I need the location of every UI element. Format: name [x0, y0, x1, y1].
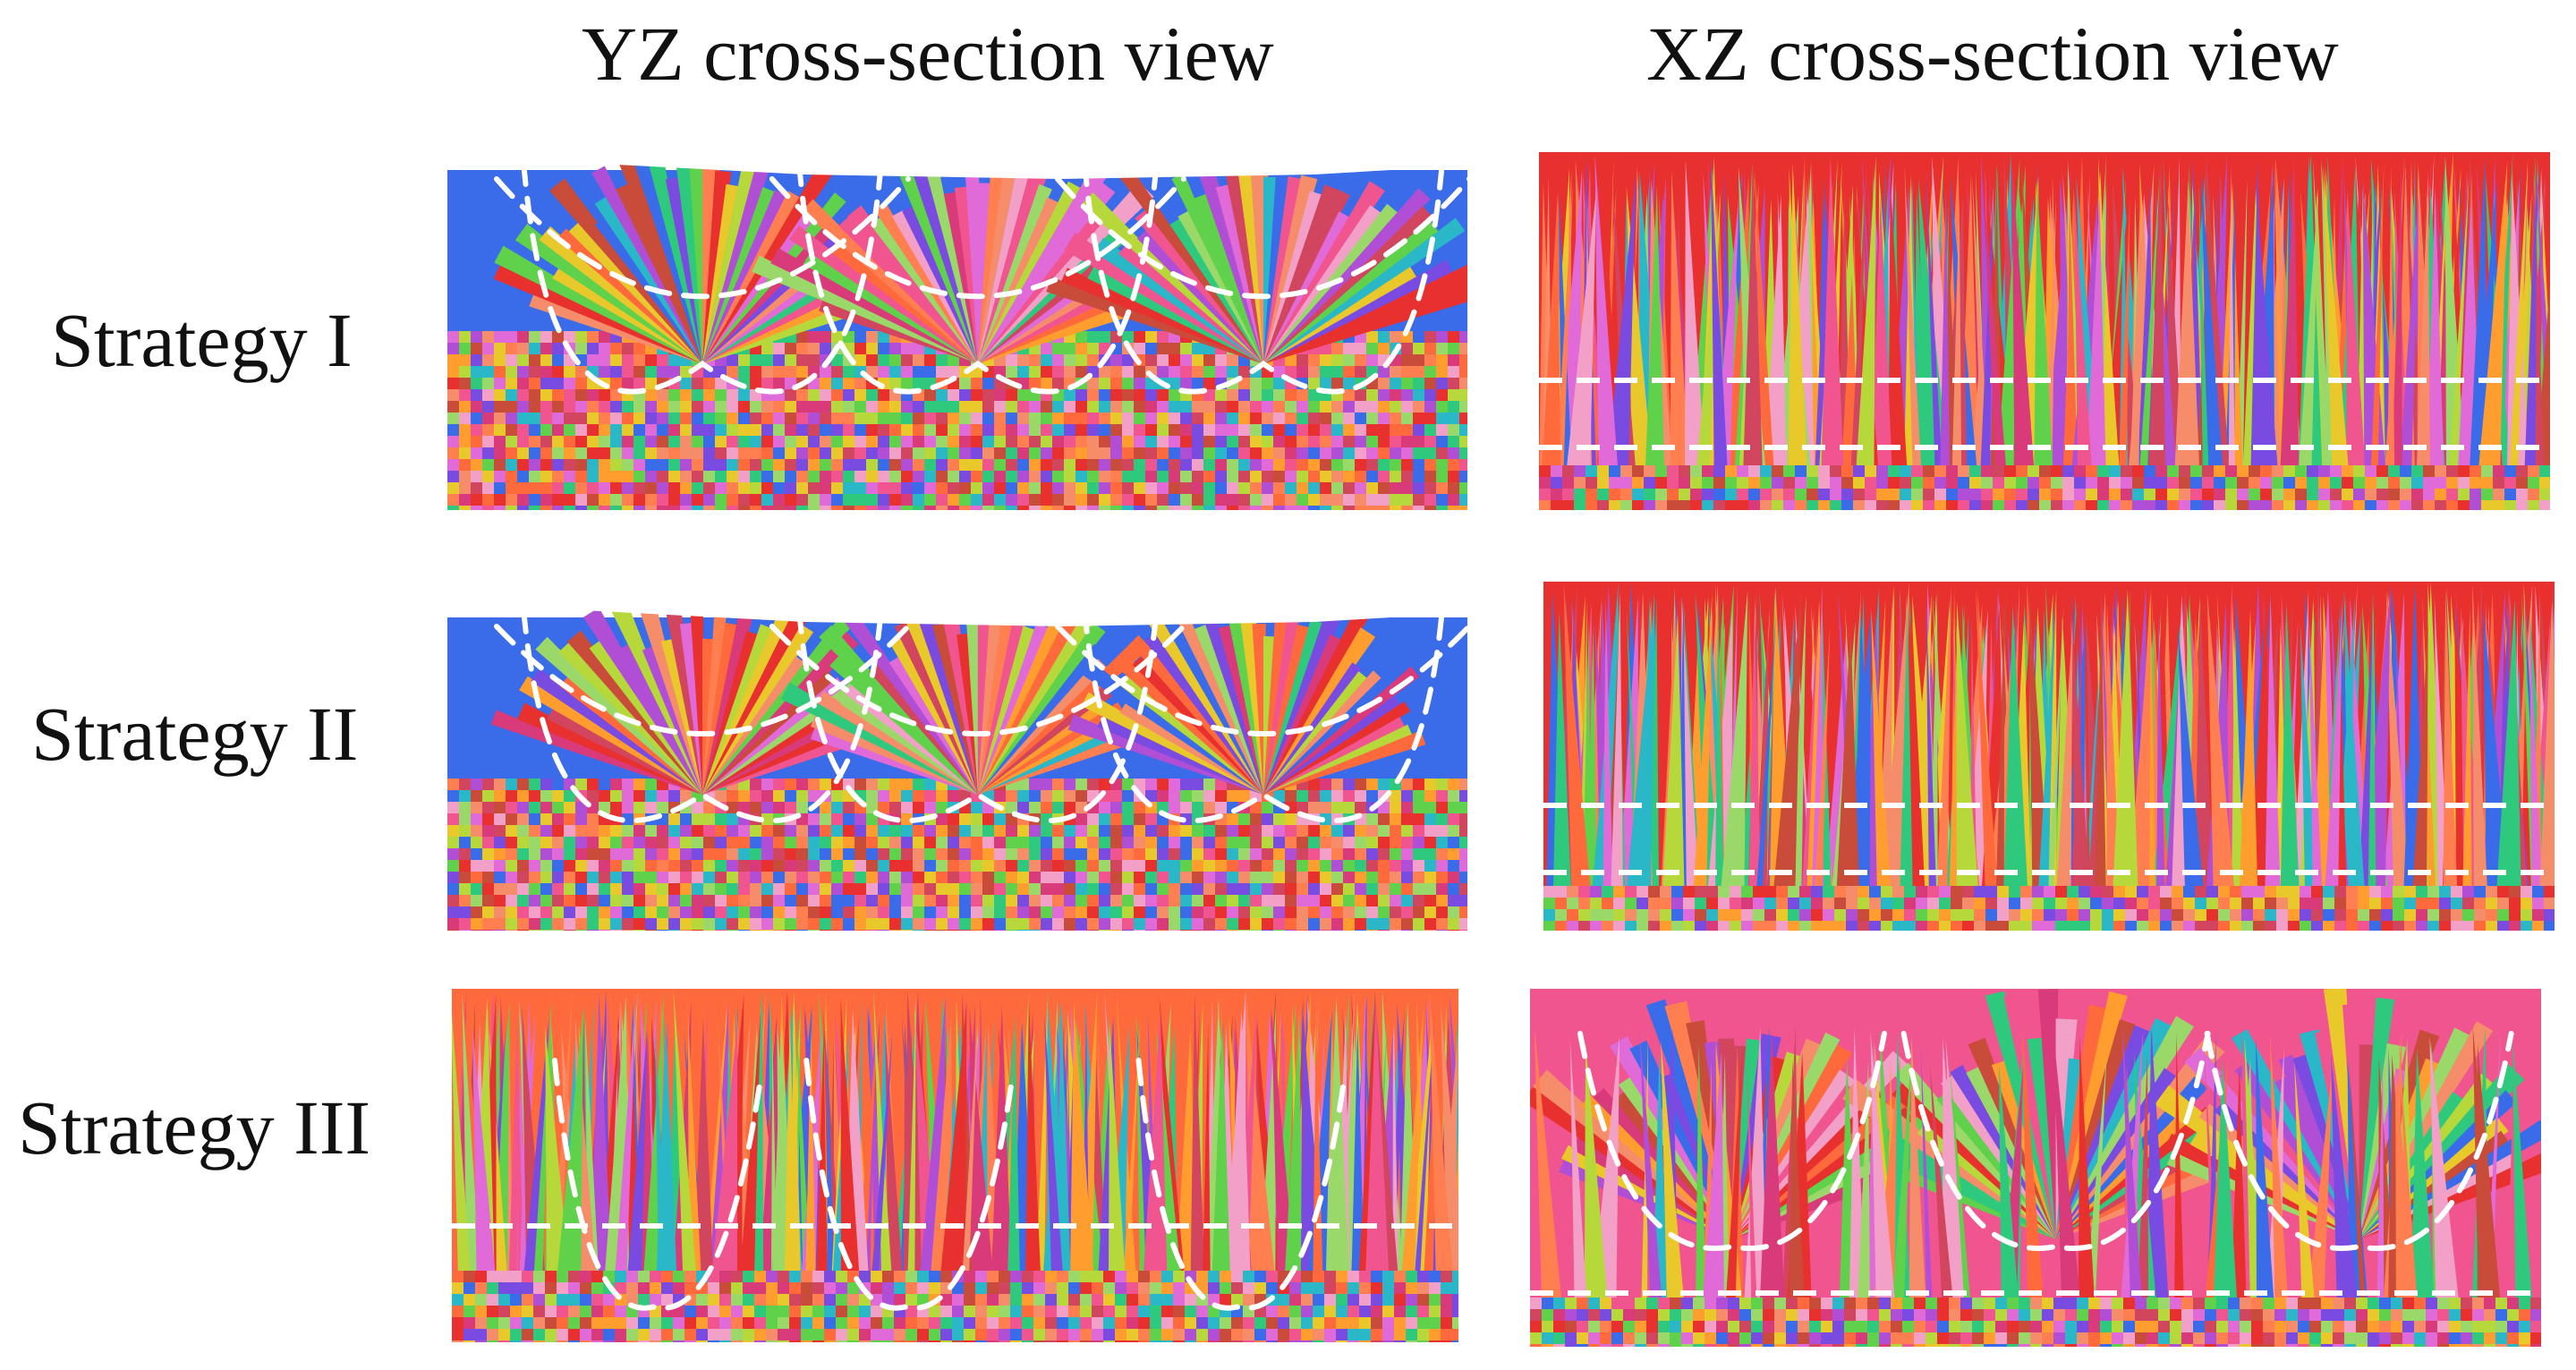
panel-strategy-3-xz — [1530, 989, 2541, 1347]
substrate-grains — [1530, 1298, 2541, 1347]
ebsd-map-strategy-3-xz — [1530, 989, 2541, 1347]
melt-pool-boundary — [1900, 1031, 2211, 1251]
substrate-grains — [1539, 465, 2550, 510]
row-label-strategy-2: Strategy II — [31, 691, 359, 777]
ebsd-map-strategy-1-xz — [1539, 152, 2550, 510]
ebsd-map-strategy-1-yz — [447, 125, 1467, 510]
melt-pool-boundary — [494, 176, 911, 300]
row-label-strategy-1: Strategy I — [51, 297, 353, 383]
panel-strategy-2-xz — [1543, 582, 2555, 931]
panel-strategy-2-yz — [447, 573, 1467, 931]
melt-pool-boundary — [1055, 624, 1467, 736]
melt-pool-boundary — [1082, 158, 1445, 395]
columnar-grain-fan — [752, 125, 1165, 364]
xz-column-title: XZ cross-section view — [1646, 11, 2339, 97]
substrate-grains — [452, 1271, 1458, 1342]
melt-pool-boundary — [803, 1058, 1016, 1311]
row-label-strategy-3: Strategy III — [18, 1085, 371, 1170]
ebsd-map-strategy-2-xz — [1543, 582, 2555, 931]
melt-pool-boundary — [521, 158, 884, 395]
panel-strategy-1-xz — [1539, 152, 2550, 510]
melt-pool-boundary — [769, 624, 1186, 736]
columnar-grains — [1534, 1025, 2532, 1298]
columnar-grains — [1546, 582, 2555, 886]
columnar-grain-fan — [780, 574, 1190, 795]
yz-column-title: YZ cross-section view — [582, 11, 1274, 97]
substrate-grains — [447, 779, 1467, 931]
melt-pool-boundary — [1055, 176, 1467, 300]
melt-pool-boundary — [769, 176, 1186, 300]
melt-pool-boundary — [2204, 1031, 2514, 1251]
columnar-grain-fan — [1046, 125, 1467, 364]
melt-pool-boundary — [1577, 1031, 1887, 1251]
melt-pool-boundary — [552, 1058, 763, 1311]
ebsd-map-strategy-3-yz — [452, 989, 1458, 1342]
substrate-grains — [447, 331, 1467, 510]
substrate-grains — [1543, 886, 2555, 931]
melt-pool-boundary — [795, 158, 1160, 395]
melt-pool-boundary — [1135, 1058, 1348, 1311]
panel-strategy-3-yz — [452, 989, 1458, 1342]
ebsd-map-strategy-2-yz — [447, 573, 1467, 931]
panel-strategy-1-yz — [447, 125, 1467, 510]
melt-pool-boundary — [494, 624, 911, 736]
